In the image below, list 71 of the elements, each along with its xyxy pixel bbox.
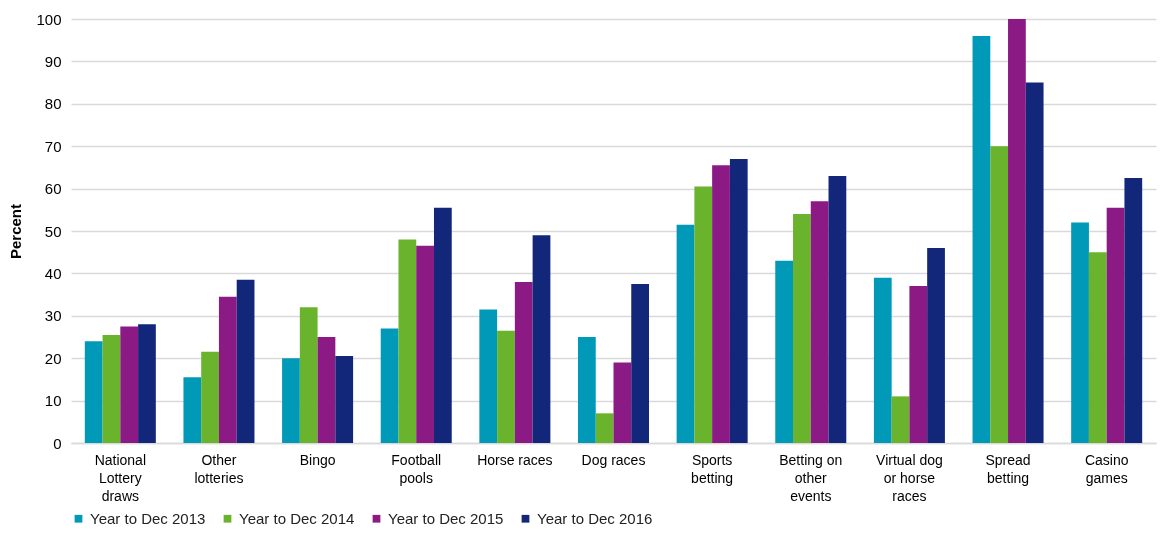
bar — [497, 330, 515, 443]
legend-label: Year to Dec 2015 — [388, 509, 504, 527]
y-tick-label: 60 — [44, 180, 62, 198]
bar — [282, 358, 300, 443]
x-tick-label: Sports betting — [691, 451, 734, 486]
x-tick-label: National Lottery draws — [94, 451, 147, 504]
bar — [201, 351, 219, 443]
x-tick-label: Virtual dog or horse races — [876, 451, 943, 504]
bar — [183, 377, 202, 443]
bar — [1071, 222, 1089, 443]
y-tick-label: 100 — [36, 10, 62, 28]
bar — [433, 207, 452, 443]
bar — [416, 245, 434, 443]
bar — [120, 326, 139, 443]
y-tick-label: 20 — [44, 349, 62, 367]
x-tick-label: Horse races — [477, 451, 553, 468]
y-tick-label: 40 — [44, 264, 62, 282]
bar — [514, 281, 533, 443]
bar — [84, 341, 103, 443]
bar — [909, 286, 928, 443]
legend-label: Year to Dec 2014 — [239, 509, 355, 527]
y-tick-label: 50 — [44, 222, 62, 240]
bar — [138, 324, 156, 443]
y-axis-title: Percent — [7, 203, 25, 260]
bar — [577, 337, 596, 443]
bar — [218, 296, 237, 443]
bar — [1106, 207, 1125, 443]
y-tick-label: 70 — [44, 137, 62, 155]
legend-label: Year to Dec 2013 — [90, 509, 206, 527]
x-tick-label: Football pools — [391, 451, 442, 486]
bar — [532, 235, 551, 443]
bar — [990, 146, 1009, 443]
bar — [972, 35, 991, 443]
bar — [810, 201, 829, 443]
x-tick-label: Bingo — [299, 451, 336, 468]
bar — [317, 337, 336, 443]
x-tick-label: Spread betting — [985, 451, 1031, 486]
legend-label: Year to Dec 2016 — [537, 509, 653, 527]
x-tick-label: Other lotteries — [194, 451, 244, 486]
bar — [729, 158, 748, 443]
bar — [236, 279, 255, 443]
y-tick-label: 0 — [53, 434, 62, 452]
bar — [299, 307, 318, 443]
bar — [1008, 19, 1026, 443]
bar — [828, 175, 847, 443]
bar — [1088, 252, 1107, 443]
bar — [775, 260, 794, 443]
bar — [891, 396, 910, 443]
x-tick-label: Casino games — [1084, 451, 1129, 486]
bar — [613, 362, 632, 443]
bar — [398, 239, 417, 443]
y-tick-label: 90 — [44, 52, 62, 70]
bar — [1124, 178, 1143, 443]
bar — [1025, 82, 1044, 443]
x-tick-label: Dog races — [581, 451, 646, 468]
bar — [793, 214, 811, 443]
bar — [873, 277, 892, 443]
x-tick-label: Betting on other events — [779, 451, 843, 504]
bar — [694, 186, 713, 443]
bar — [380, 328, 399, 443]
bar — [479, 309, 498, 443]
y-tick-label: 30 — [44, 307, 62, 325]
bar — [102, 334, 121, 443]
bar — [712, 165, 730, 443]
bar — [676, 224, 695, 443]
bar — [631, 284, 650, 443]
y-tick-label: 10 — [44, 392, 62, 410]
bar — [335, 356, 354, 443]
y-tick-label: 80 — [44, 95, 62, 113]
bar — [595, 413, 614, 443]
bar — [927, 247, 945, 443]
